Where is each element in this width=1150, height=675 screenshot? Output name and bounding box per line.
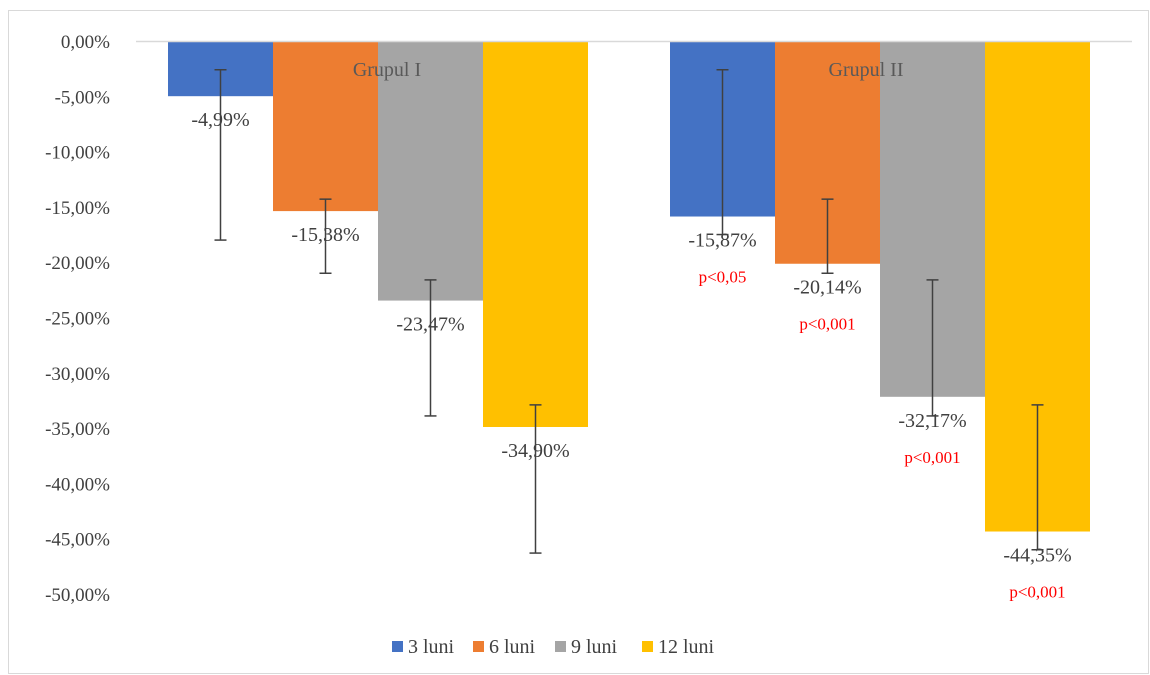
p-value-label: p<0,001: [1009, 583, 1065, 602]
legend-swatch: [473, 641, 484, 652]
p-value-label: p<0,05: [699, 268, 747, 287]
y-tick-label: -50,00%: [45, 585, 110, 606]
legend-swatch: [392, 641, 403, 652]
bar: [378, 41, 483, 301]
y-tick-label: -40,00%: [45, 474, 110, 495]
y-tick-label: -5,00%: [55, 87, 111, 108]
error-bar: [319, 198, 332, 275]
bar: [483, 41, 588, 427]
legend-label: 9 luni: [571, 636, 618, 658]
error-bar: [424, 279, 437, 417]
y-tick-label: -20,00%: [45, 253, 110, 274]
category-label: Grupul I: [353, 59, 421, 81]
legend-swatch: [555, 641, 566, 652]
y-tick-label: -15,00%: [45, 198, 110, 219]
error-bar: [716, 69, 729, 236]
y-tick-label: -45,00%: [45, 530, 110, 551]
p-value-label: p<0,001: [799, 315, 855, 334]
category-label: Grupul II: [829, 59, 904, 81]
legend-label: 3 luni: [408, 636, 455, 658]
data-label: -15,87%: [688, 230, 756, 252]
y-tick-label: 0,00%: [61, 32, 110, 53]
y-tick-label: -30,00%: [45, 364, 110, 385]
y-tick-label: -35,00%: [45, 419, 110, 440]
data-label: -44,35%: [1003, 545, 1071, 567]
legend-swatch: [642, 641, 653, 652]
y-tick-label: -10,00%: [45, 143, 110, 164]
error-bar: [529, 404, 542, 554]
p-value-label: p<0,001: [904, 448, 960, 467]
error-bar: [214, 69, 227, 241]
error-bar: [821, 198, 834, 275]
data-label: -32,17%: [898, 410, 966, 432]
legend-label: 12 luni: [658, 636, 715, 658]
data-label: -20,14%: [793, 277, 861, 299]
error-bar: [926, 279, 939, 417]
chart-frame: [8, 10, 1149, 674]
error-bar: [1031, 404, 1044, 551]
y-tick-label: -25,00%: [45, 309, 110, 330]
bar: [273, 41, 378, 212]
legend-label: 6 luni: [489, 636, 536, 658]
